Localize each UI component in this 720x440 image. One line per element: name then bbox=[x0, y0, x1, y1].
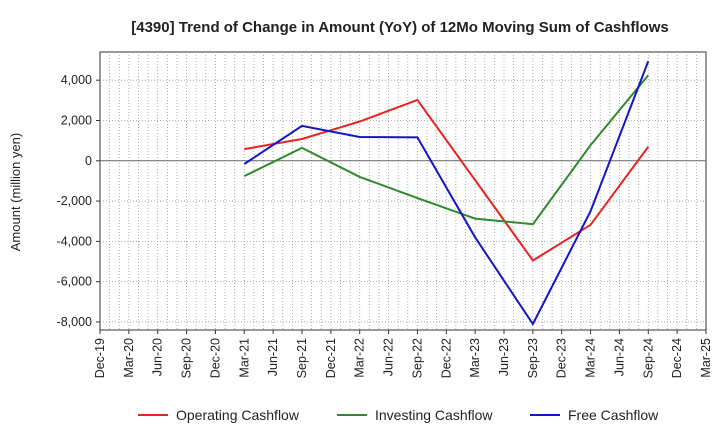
legend: Operating Cashflow Investing Cashflow Free… bbox=[138, 407, 659, 423]
x-tick-label: Dec-22 bbox=[439, 338, 453, 378]
legend-label-investing-cashflow: Investing Cashflow bbox=[375, 407, 493, 423]
y-tick-label: -6,000 bbox=[57, 275, 92, 289]
legend-label-operating-cashflow: Operating Cashflow bbox=[176, 407, 300, 423]
x-tick-label: Dec-21 bbox=[324, 338, 338, 378]
series-line-free-cashflow bbox=[243, 60, 650, 326]
y-tick-label: 2,000 bbox=[61, 113, 92, 127]
plot-area bbox=[99, 51, 707, 331]
x-tick-label: Mar-21 bbox=[237, 338, 251, 378]
x-tick-label: Dec-20 bbox=[208, 338, 222, 378]
x-tick-label: Sep-24 bbox=[641, 338, 655, 378]
series-line-investing-cashflow bbox=[243, 74, 650, 226]
x-tick-label: Jun-23 bbox=[497, 338, 511, 376]
x-tick-label: Jun-24 bbox=[612, 338, 626, 376]
x-tick-label: Sep-20 bbox=[180, 338, 194, 378]
legend-label-free-cashflow: Free Cashflow bbox=[568, 407, 659, 423]
y-tick-label: -2,000 bbox=[57, 194, 92, 208]
x-tick-label: Jun-20 bbox=[151, 338, 165, 376]
x-tick-label: Mar-20 bbox=[122, 338, 136, 378]
x-tick-label: Mar-22 bbox=[353, 338, 367, 378]
y-tick-label: -4,000 bbox=[57, 234, 92, 248]
y-tick-label: 4,000 bbox=[61, 73, 92, 87]
x-tick-label: Dec-24 bbox=[670, 338, 684, 378]
x-tick-label: Jun-21 bbox=[266, 338, 280, 376]
x-tick-label: Mar-23 bbox=[468, 338, 482, 378]
y-axis-label: Amount (million yen) bbox=[8, 133, 23, 252]
series-line-operating-cashflow bbox=[244, 98, 650, 262]
y-tick-labels: 4,000 2,000 0 -2,000 -4,000 -6,000 -8,000 bbox=[57, 73, 100, 329]
x-tick-label: Sep-22 bbox=[410, 338, 424, 378]
y-tick-label: -8,000 bbox=[57, 315, 92, 329]
x-tick-label: Mar-24 bbox=[584, 338, 598, 378]
series-lines bbox=[243, 60, 650, 326]
x-tick-label: Dec-19 bbox=[93, 338, 107, 378]
y-tick-label: 0 bbox=[85, 154, 92, 168]
x-tick-label: Sep-21 bbox=[295, 338, 309, 378]
plot-border bbox=[99, 51, 707, 331]
x-tick-label: Jun-22 bbox=[382, 338, 396, 376]
x-tick-label: Dec-23 bbox=[555, 338, 569, 378]
x-tick-labels: Dec-19 Mar-20 Jun-20 Sep-20 Dec-20 Mar-21 Jun-… bbox=[93, 330, 713, 378]
x-tick-label: Mar-25 bbox=[699, 338, 713, 378]
chart-title: [4390] Trend of Change in Amount (YoY) o… bbox=[131, 19, 669, 36]
x-tick-label: Sep-23 bbox=[526, 338, 540, 378]
